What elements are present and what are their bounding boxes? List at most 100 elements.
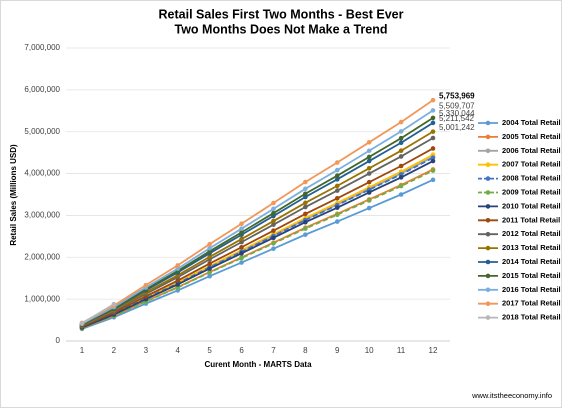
series-line bbox=[81, 147, 434, 328]
y-tick-label: 4,000,000 bbox=[24, 169, 60, 178]
y-tick-label: 5,000,000 bbox=[24, 127, 60, 136]
y-tick-label: 0 bbox=[56, 336, 61, 345]
data-point bbox=[239, 230, 244, 235]
data-point bbox=[271, 210, 276, 216]
data-point bbox=[398, 163, 404, 169]
data-point bbox=[303, 200, 308, 206]
legend-label: 2012 Total Retail bbox=[502, 229, 561, 238]
data-point bbox=[430, 115, 436, 121]
data-point bbox=[239, 244, 244, 250]
legend-marker bbox=[485, 204, 491, 209]
data-point bbox=[334, 196, 340, 201]
legend-label: 2017 Total Retail bbox=[502, 299, 561, 308]
data-point bbox=[207, 266, 212, 271]
data-point bbox=[303, 186, 308, 192]
legend-marker bbox=[485, 301, 491, 307]
data-point bbox=[430, 129, 436, 134]
x-tick-label: 5 bbox=[207, 346, 212, 355]
data-point bbox=[207, 261, 212, 266]
legend-label: 2005 Total Retail bbox=[502, 132, 561, 141]
legend-marker bbox=[485, 245, 491, 251]
data-point bbox=[430, 97, 436, 103]
series-line bbox=[81, 303, 115, 325]
y-tick-label: 1,000,000 bbox=[24, 294, 60, 303]
data-point bbox=[430, 155, 436, 160]
data-label: 5,509,707 bbox=[439, 101, 475, 110]
data-point bbox=[334, 183, 340, 189]
legend-label: 2018 Total Retail bbox=[502, 313, 561, 322]
data-point bbox=[271, 241, 276, 246]
data-point bbox=[175, 282, 181, 287]
x-tick-label: 7 bbox=[271, 346, 276, 355]
data-label: 5,001,242 bbox=[439, 123, 475, 132]
data-point bbox=[334, 177, 340, 182]
legend-label: 2013 Total Retail bbox=[502, 243, 561, 252]
data-point bbox=[398, 135, 404, 141]
y-tick-label: 6,000,000 bbox=[24, 85, 60, 94]
legend-label: 2006 Total Retail bbox=[502, 146, 561, 155]
data-point bbox=[207, 254, 212, 260]
data-point bbox=[239, 226, 244, 231]
y-tick-label: 3,000,000 bbox=[24, 211, 60, 220]
legend-label: 2015 Total Retail bbox=[502, 271, 561, 280]
legend-label: 2004 Total Retail bbox=[502, 118, 561, 127]
data-point bbox=[430, 135, 436, 141]
data-label: 5,211,542 bbox=[439, 114, 475, 123]
x-tick-label: 9 bbox=[335, 346, 340, 355]
data-point bbox=[271, 222, 276, 227]
x-tick-label: 11 bbox=[397, 346, 406, 355]
legend-marker bbox=[485, 218, 491, 223]
data-point bbox=[271, 235, 276, 241]
series-line bbox=[81, 179, 434, 330]
x-tick-label: 12 bbox=[429, 346, 438, 355]
x-tick-label: 8 bbox=[303, 346, 308, 355]
data-point bbox=[366, 148, 372, 154]
data-point bbox=[398, 175, 404, 180]
data-point bbox=[207, 245, 212, 251]
legend-label: 2007 Total Retail bbox=[502, 160, 561, 169]
data-point bbox=[79, 321, 85, 326]
data-point bbox=[143, 282, 149, 288]
x-tick-label: 2 bbox=[112, 346, 117, 355]
legend-marker bbox=[485, 190, 491, 195]
legend-marker bbox=[485, 148, 491, 154]
legend-marker bbox=[485, 120, 491, 126]
data-point bbox=[334, 205, 340, 210]
legend-label: 2009 Total Retail bbox=[502, 187, 561, 196]
data-point bbox=[303, 219, 308, 225]
y-tick-label: 2,000,000 bbox=[24, 252, 60, 261]
legend-marker bbox=[485, 259, 491, 265]
data-point bbox=[271, 200, 276, 206]
data-point bbox=[334, 160, 340, 165]
data-point bbox=[398, 129, 404, 134]
data-point bbox=[207, 241, 212, 247]
data-point bbox=[398, 119, 404, 125]
data-point bbox=[239, 221, 244, 227]
legend-marker bbox=[485, 176, 491, 181]
series-line bbox=[81, 99, 434, 324]
series-line bbox=[81, 117, 434, 326]
data-point bbox=[334, 167, 340, 173]
data-point bbox=[239, 260, 244, 265]
data-point bbox=[303, 204, 308, 210]
data-point bbox=[175, 278, 181, 283]
data-point bbox=[366, 158, 372, 164]
data-point bbox=[366, 190, 372, 195]
data-point bbox=[366, 198, 372, 203]
legend-marker bbox=[485, 134, 491, 140]
series-line bbox=[81, 160, 434, 329]
legend-label: 2016 Total Retail bbox=[502, 285, 561, 294]
data-point bbox=[366, 179, 372, 185]
y-axis-title: Retail Sales (Millions USD) bbox=[9, 144, 18, 246]
data-point bbox=[366, 140, 372, 145]
data-point bbox=[398, 148, 404, 154]
data-point bbox=[398, 192, 404, 197]
data-point bbox=[430, 120, 436, 126]
data-point bbox=[271, 218, 276, 224]
series-line bbox=[81, 137, 434, 327]
legend-marker bbox=[485, 273, 491, 279]
legend-marker bbox=[485, 162, 491, 167]
data-point bbox=[207, 273, 212, 279]
x-tick-label: 3 bbox=[144, 346, 149, 355]
